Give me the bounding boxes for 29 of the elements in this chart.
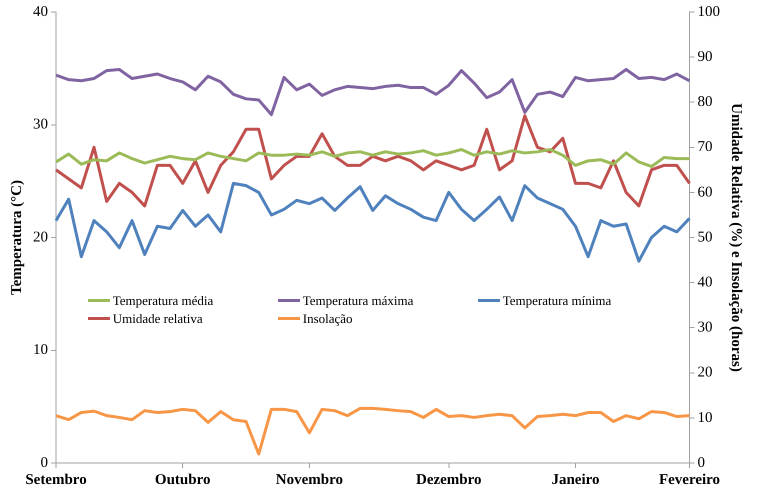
y2-tick-label: 10: [698, 410, 712, 426]
x-tick-label: Fevereiro: [658, 472, 720, 488]
y2-tick-label: 50: [698, 229, 712, 246]
x-tick-label: Janeiro: [551, 472, 600, 488]
y-tick-label: 0: [40, 454, 48, 471]
x-tick-label: Outubro: [154, 472, 210, 488]
y2-tick-label: 70: [698, 139, 712, 156]
y2-tick-label: 90: [698, 49, 712, 66]
y2-tick-label: 40: [698, 274, 712, 291]
y2-tick-label: 20: [698, 364, 712, 381]
y-tick-label: 40: [33, 4, 48, 20]
x-tick-label: Setembro: [25, 472, 87, 488]
y2-tick-label: 0: [698, 454, 705, 471]
x-tick-label: Dezembro: [416, 472, 482, 488]
y-axis-title: Temperatura (°C): [8, 180, 25, 296]
legend-label: Insolação: [302, 310, 353, 327]
x-tick-label: Novembro: [276, 472, 344, 488]
y2-tick-label: 30: [698, 320, 712, 336]
y-tick-label: 30: [33, 116, 48, 133]
y-tick-label: 20: [33, 229, 48, 246]
y-tick-label: 10: [33, 342, 48, 358]
y2-tick-label: 100: [698, 4, 720, 20]
y2-tick-label: 80: [698, 94, 712, 110]
legend-label: Temperatura mínima: [502, 292, 612, 309]
legend-label: Temperatura máxima: [302, 292, 414, 309]
y2-tick-label: 60: [698, 184, 712, 200]
legend-label: Umidade relativa: [112, 310, 203, 327]
y2-axis-title: Umidade Relativa (%) e Insolação (horas): [728, 103, 744, 372]
legend-label: Temperatura média: [112, 292, 214, 309]
